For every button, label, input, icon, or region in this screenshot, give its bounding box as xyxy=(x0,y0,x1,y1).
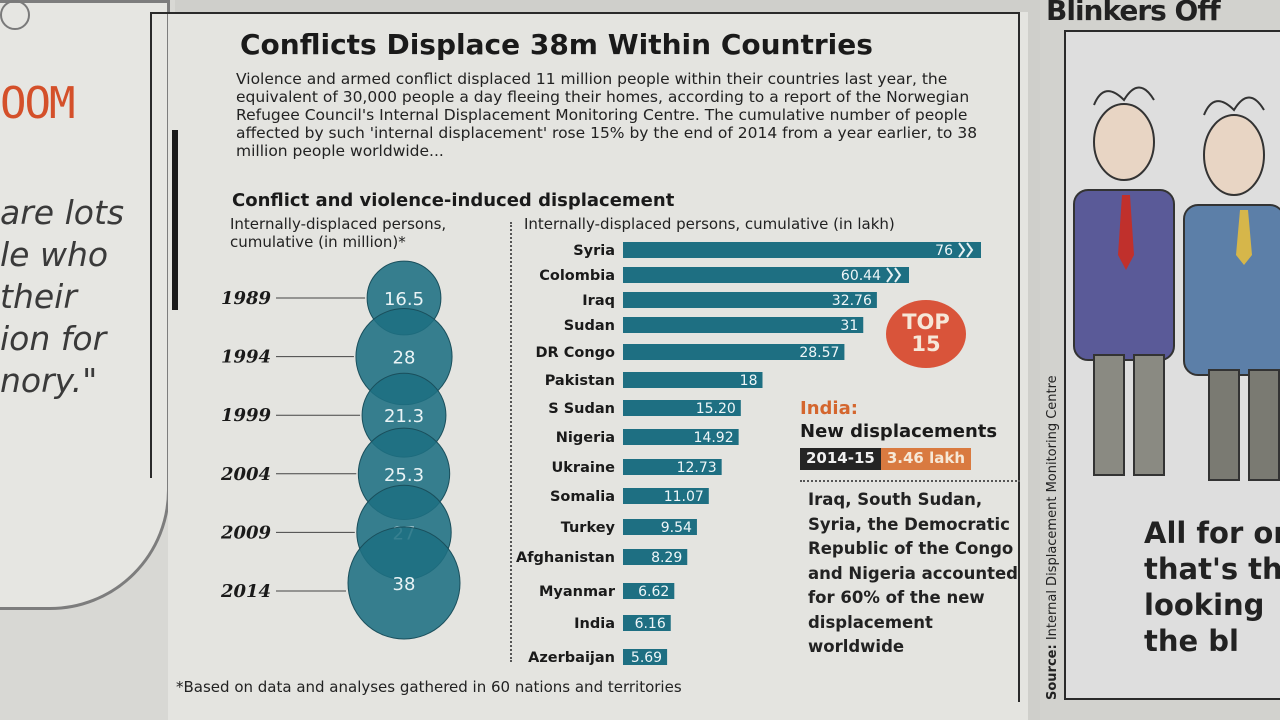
ornament-icon xyxy=(0,0,30,30)
category-label: Nigeria xyxy=(556,430,615,446)
bar xyxy=(623,488,709,504)
bar xyxy=(623,344,845,360)
bubble-value-label: 28 xyxy=(393,348,416,369)
caption-line: All for on xyxy=(1144,516,1280,550)
bar-value-label: 76 xyxy=(935,243,953,259)
india-value: 3.46 lakh xyxy=(880,448,972,470)
category-label: Somalia xyxy=(550,489,615,505)
year-label: 2009 xyxy=(220,522,272,543)
top15-badge: TOP 15 xyxy=(886,300,966,368)
left-masthead: OOM xyxy=(0,78,75,129)
bubble-value-label: 16.5 xyxy=(384,289,424,310)
category-label: Myanmar xyxy=(539,584,616,600)
axis-break-icon xyxy=(958,242,974,258)
cartoon-caption: All for on that's th looking the bl xyxy=(1144,515,1280,659)
bar xyxy=(623,615,671,631)
bar-value-label: 28.57 xyxy=(799,345,839,361)
bar xyxy=(623,459,722,475)
bar-value-label: 18 xyxy=(740,373,758,389)
bar xyxy=(623,242,981,258)
bubble-value-label: 38 xyxy=(393,574,416,595)
year-label: 1994 xyxy=(221,347,271,368)
accent-bar xyxy=(172,130,178,310)
column-title: Blinkers Off xyxy=(1046,0,1221,27)
india-subheading: New displacements xyxy=(800,421,998,442)
category-label: India xyxy=(574,616,615,632)
bar-value-label: 14.92 xyxy=(694,430,734,446)
bar-value-label: 32.76 xyxy=(832,293,872,309)
bar-value-label: 11.07 xyxy=(664,489,704,505)
quote-line: ion for xyxy=(0,319,107,358)
bar xyxy=(623,400,741,416)
bar xyxy=(623,649,668,665)
bar xyxy=(623,429,739,445)
bar-value-label: 9.54 xyxy=(661,520,692,536)
bar xyxy=(623,317,864,333)
bar-value-label: 60.44 xyxy=(841,268,881,284)
year-label: 1999 xyxy=(221,405,272,426)
intro-paragraph: Violence and armed conflict displaced 11… xyxy=(236,70,978,160)
source-label: Source: xyxy=(1045,644,1060,700)
bar xyxy=(623,583,675,599)
axis-break-icon xyxy=(886,267,902,283)
quote-line: their xyxy=(0,277,77,316)
india-period: 2014-15 xyxy=(800,448,881,470)
footnote: *Based on data and analyses gathered in … xyxy=(176,678,682,696)
bar-value-label: 12.73 xyxy=(677,460,717,476)
quote-line: le who xyxy=(0,235,109,274)
bubble xyxy=(347,526,461,640)
bar xyxy=(623,267,909,283)
year-label: 2014 xyxy=(220,581,271,602)
bar xyxy=(623,519,697,535)
bar-axis-label: Internally-displaced persons, cumulative… xyxy=(524,215,895,233)
bar-value-label: 31 xyxy=(840,318,858,334)
category-label: Azerbaijan xyxy=(528,650,615,666)
quote-line: nory." xyxy=(0,361,98,400)
left-quote: are lots le who their ion for nory." xyxy=(0,192,124,402)
category-label: S Sudan xyxy=(548,401,615,417)
bar-value-label: 15.20 xyxy=(696,401,736,417)
frame-divider xyxy=(1018,12,1020,702)
category-label: Syria xyxy=(573,243,615,259)
bubble-value-label: 25.3 xyxy=(384,465,424,486)
caption-line: that's th xyxy=(1144,552,1280,586)
bubble-axis-label: Internally-displaced persons, cumulative… xyxy=(230,215,447,251)
caption-line: the bl xyxy=(1144,624,1239,658)
cartoon-illustration xyxy=(1073,86,1280,481)
category-label: Sudan xyxy=(564,318,615,334)
bar-value-label: 8.29 xyxy=(651,550,682,566)
infographic-card xyxy=(168,12,1028,720)
dotted-separator xyxy=(800,480,1020,482)
left-page-card xyxy=(0,0,170,610)
bar-value-label: 6.16 xyxy=(635,616,666,632)
category-label: Iraq xyxy=(582,293,615,309)
section-subtitle: Conflict and violence-induced displaceme… xyxy=(232,190,675,211)
category-label: DR Congo xyxy=(535,345,615,361)
bubble-value-label: 21.3 xyxy=(384,406,424,427)
india-heading: India: xyxy=(800,398,858,419)
dotted-divider xyxy=(510,222,512,662)
bar xyxy=(623,372,763,388)
category-label: Turkey xyxy=(561,520,616,536)
bar-value-label: 5.69 xyxy=(631,650,662,666)
category-label: Pakistan xyxy=(545,373,615,389)
category-label: Ukraine xyxy=(552,460,616,476)
chart-title: Conflicts Displace 38m Within Countries xyxy=(240,28,873,61)
quote-line: are lots xyxy=(0,193,125,232)
india-figure: 2014-15 3.46 lakh xyxy=(800,448,972,470)
category-label: Afghanistan xyxy=(516,550,615,566)
note-text: Iraq, South Sudan, Syria, the Democratic… xyxy=(808,490,1018,656)
source-credit: Source: Internal Displacement Monitoring… xyxy=(1045,375,1060,700)
source-name: Internal Displacement Monitoring Centre xyxy=(1045,375,1060,641)
category-label: Colombia xyxy=(539,268,615,284)
caption-line: looking xyxy=(1144,588,1265,622)
bar-value-label: 6.62 xyxy=(638,584,669,600)
year-label: 2004 xyxy=(220,464,271,485)
year-label: 1989 xyxy=(221,288,272,309)
bar xyxy=(623,549,688,565)
bar xyxy=(623,292,877,308)
